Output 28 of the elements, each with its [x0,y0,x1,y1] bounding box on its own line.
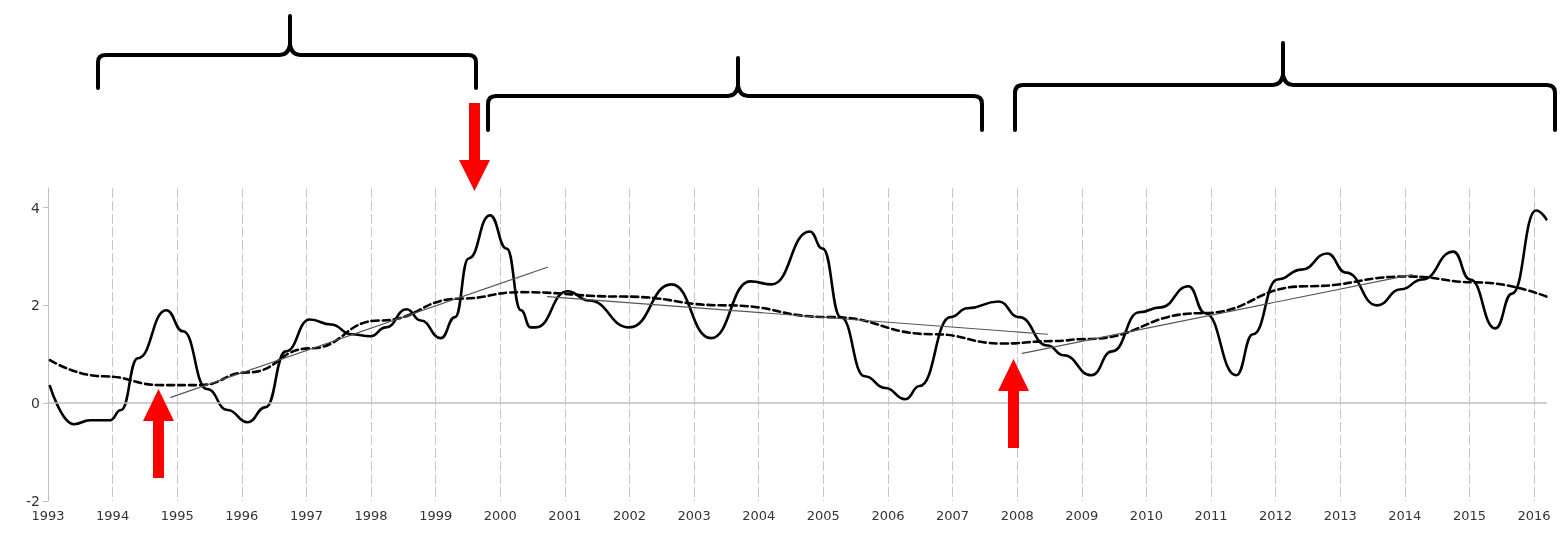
y-tick-label: 4 [31,199,41,216]
x-tick-label: 2010 [1129,508,1163,523]
x-tick-label: 1993 [31,508,65,523]
x-tick-label: 2007 [936,508,970,523]
y-tick-label: 0 [31,395,40,412]
y-tick-label: 2 [31,297,40,314]
x-tick-label: 1994 [96,508,130,523]
x-tick-label: 2013 [1323,508,1357,523]
y-tick-label: -2 [26,493,40,509]
x-tick-label: 2006 [871,508,905,523]
x-tick-label: 2012 [1259,508,1293,523]
x-tick-label: 2005 [806,508,840,523]
x-tick-label: 2003 [677,508,711,523]
x-tick-label: 2001 [548,508,582,523]
x-tick-label: 1996 [225,508,259,523]
x-tick-label: 2009 [1065,508,1099,523]
x-tick-label: 2004 [742,508,776,523]
x-tick-label: 1995 [160,508,194,523]
x-tick-label: 2016 [1517,508,1551,523]
x-tick-label: 2015 [1452,508,1487,523]
x-tick-label: 2002 [612,508,647,523]
x-tick-label: 2011 [1194,508,1228,523]
x-tick-label: 1999 [419,508,453,523]
x-tick-label: 2014 [1388,508,1422,523]
x-tick-label: 2008 [1000,508,1034,523]
x-tick-label: 1997 [289,508,323,523]
x-tick-label: 1998 [354,508,388,523]
x-tick-label: 2000 [483,508,517,523]
